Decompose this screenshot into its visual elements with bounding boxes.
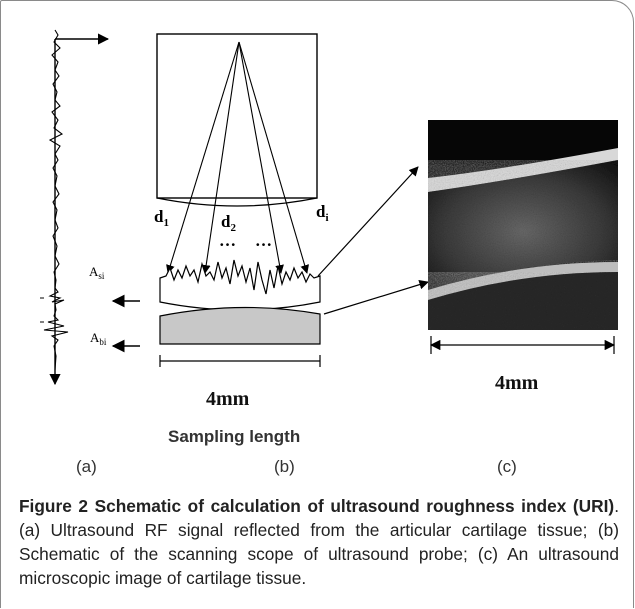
surface-leader-arrow	[317, 166, 419, 277]
transducer-lens	[156, 197, 318, 207]
image-width-label: 4mm	[495, 372, 539, 394]
bone-layer	[159, 306, 321, 345]
d2-label: d2	[221, 212, 236, 234]
d1-label: d1	[154, 207, 169, 229]
cartilage-sample	[159, 259, 321, 311]
probe-schematic-panel: d1 d2 di … …	[154, 33, 429, 367]
figure-caption: Figure 2 Schematic of calculation of ult…	[19, 494, 619, 590]
panel-a-label: (a)	[76, 457, 97, 476]
dots-left: …	[219, 231, 236, 250]
ultrasound-image-panel	[428, 120, 618, 354]
dots-right: …	[255, 231, 272, 250]
transducer-box	[156, 33, 318, 199]
abi-label: Abi	[90, 330, 107, 347]
sample-width-label: 4mm	[206, 388, 250, 410]
asi-label: Asi	[89, 264, 105, 281]
rf-signal-panel: Asi Abi	[40, 29, 140, 386]
di-label: di	[316, 202, 329, 224]
bone-leader-arrow	[323, 279, 429, 315]
caption-title: Figure 2 Schematic of calculation of ult…	[19, 496, 615, 516]
panel-c-label: (c)	[497, 457, 517, 476]
panel-b-label: (b)	[274, 457, 295, 476]
rf-waveform	[43, 29, 69, 371]
sampling-length-label: Sampling length	[168, 427, 301, 446]
ultrasound-image	[428, 120, 618, 330]
caption-body: . (a) Ultrasound RF signal reflected fro…	[19, 496, 619, 588]
